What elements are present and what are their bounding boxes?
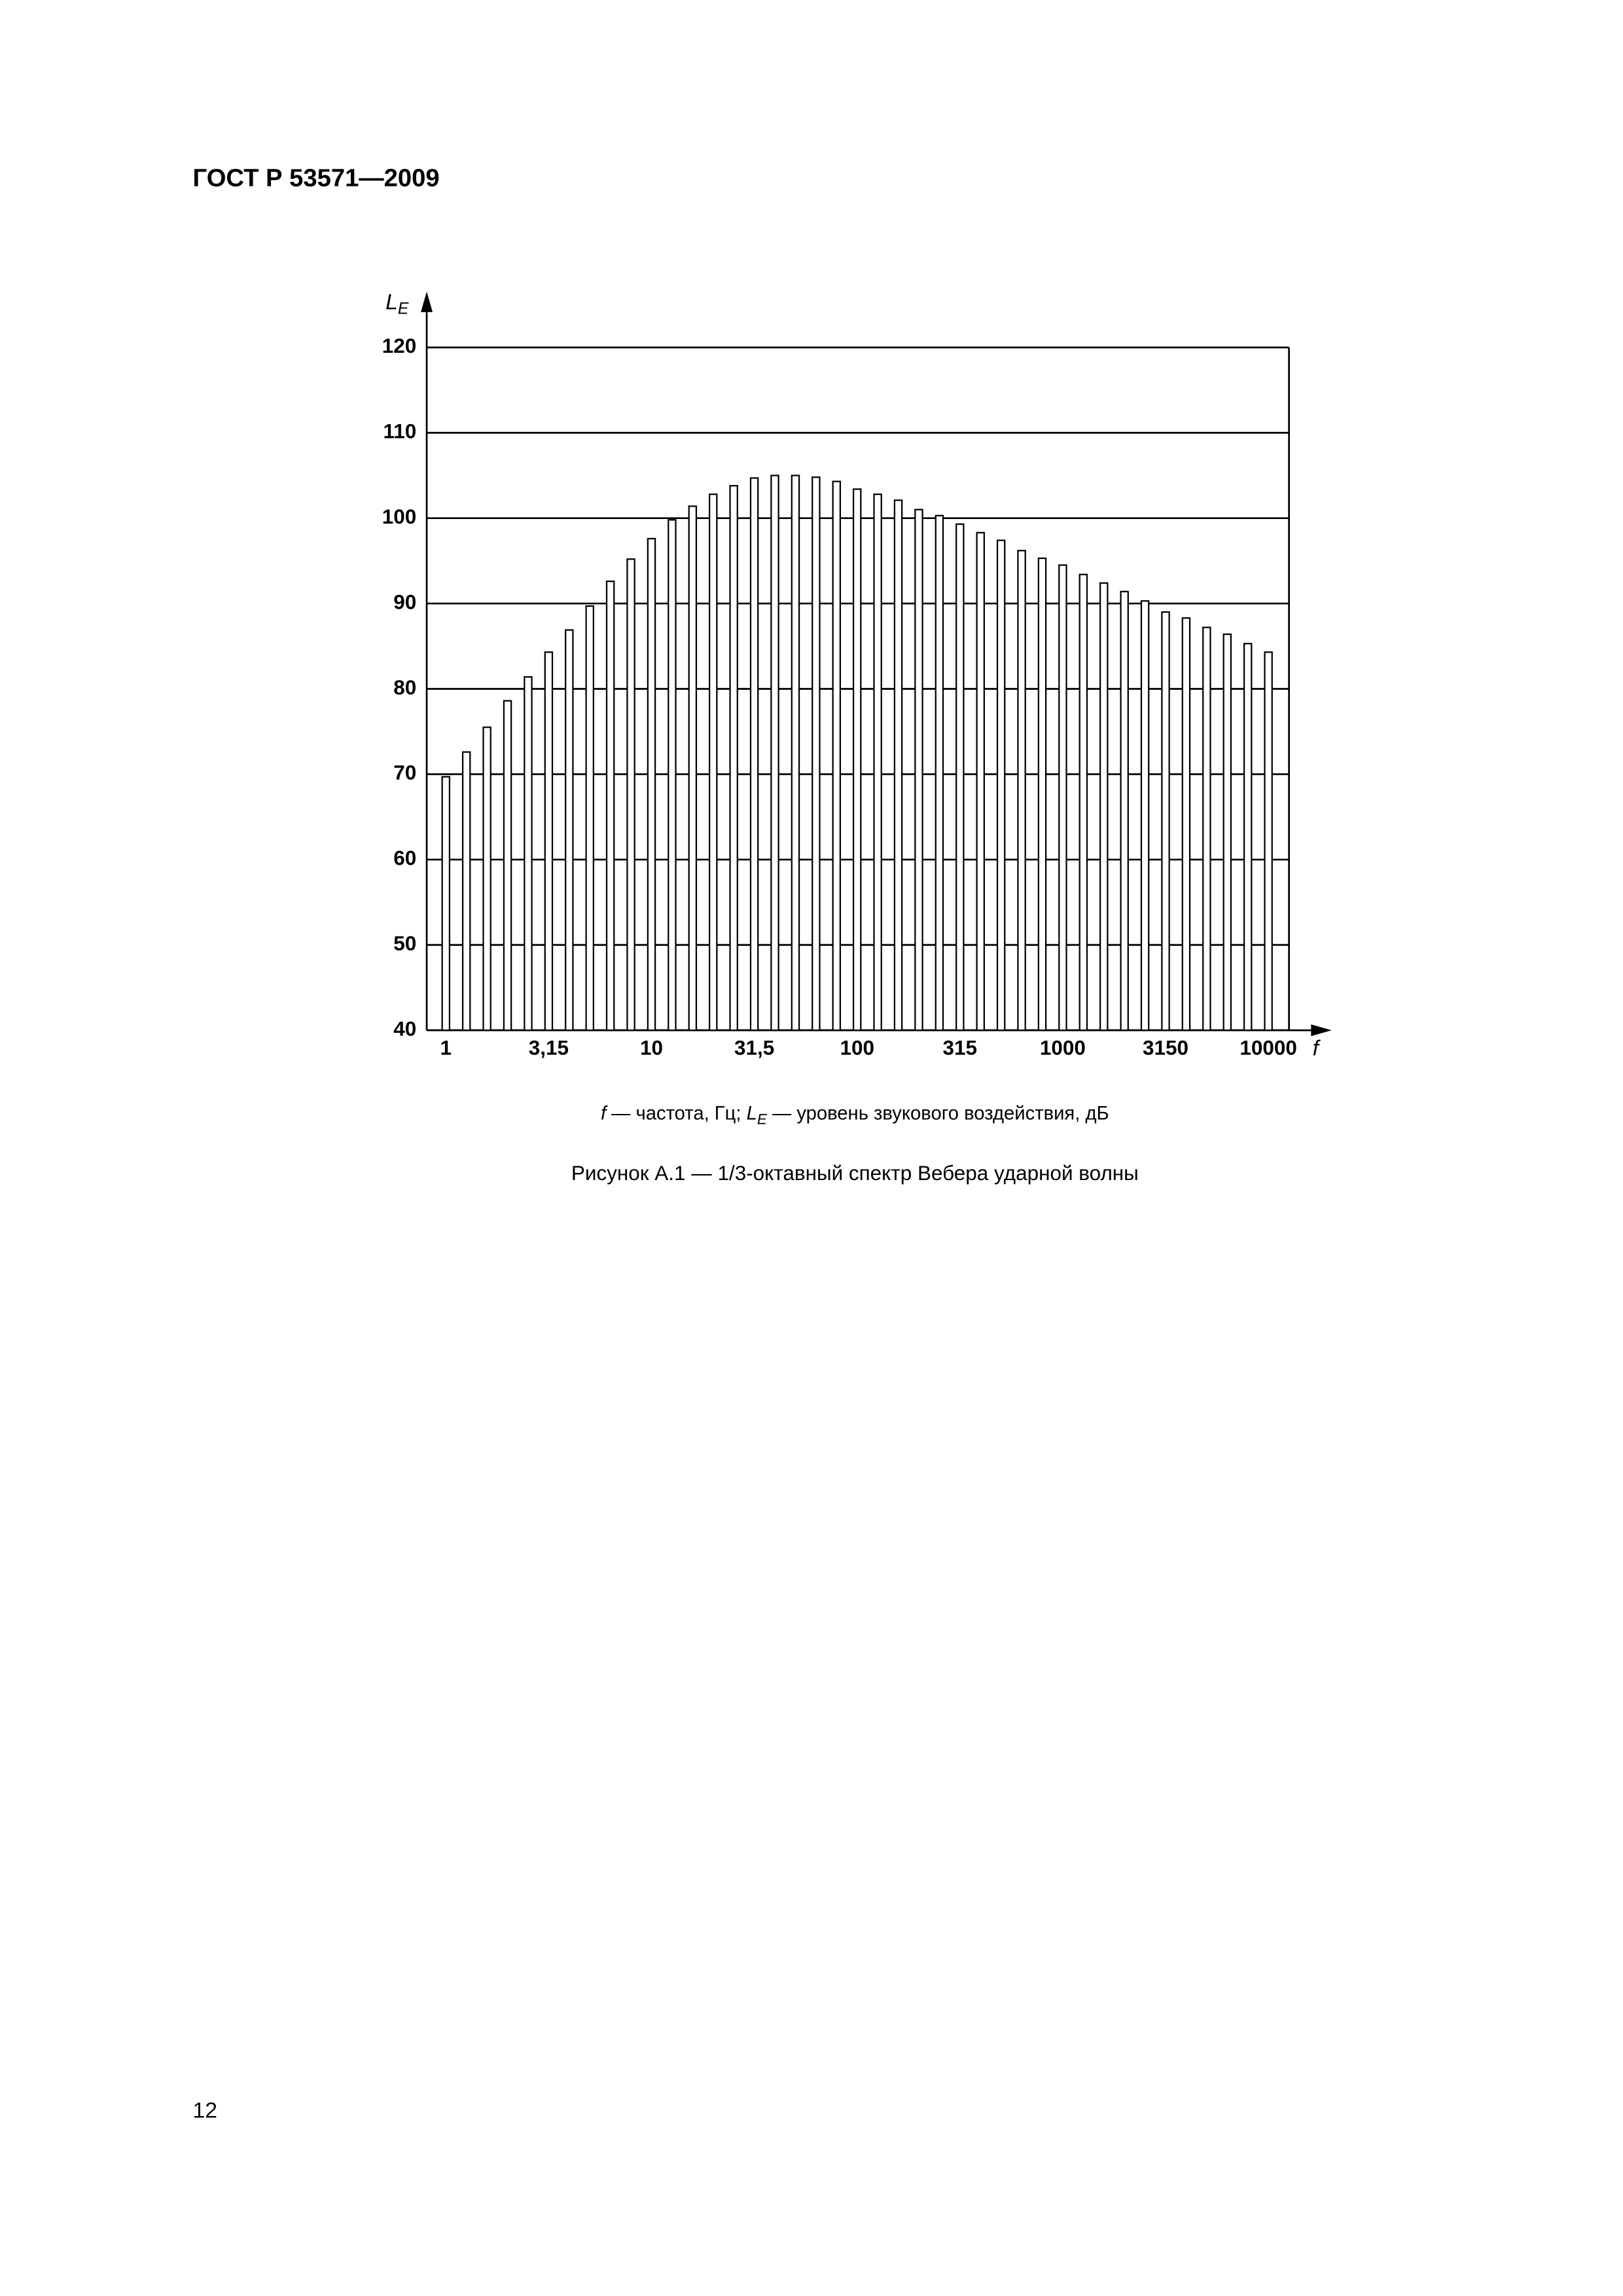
y-tick-label: 80: [393, 676, 416, 699]
bar: [565, 629, 574, 1031]
bar: [914, 509, 923, 1031]
header: ГОСТ Р 53571—2009: [193, 164, 440, 192]
y-tick-label: 60: [393, 847, 416, 870]
bar: [1099, 582, 1109, 1031]
bar: [1161, 611, 1170, 1031]
bar: [955, 523, 965, 1031]
note-sub: E: [757, 1111, 768, 1127]
bar: [1058, 564, 1067, 1031]
bar: [1243, 643, 1253, 1031]
bar: [647, 537, 656, 1031]
bar: [791, 475, 800, 1031]
x-axis-label: f: [1313, 1035, 1321, 1060]
y-tick-label: 120: [382, 334, 417, 357]
x-tick-label: 3150: [1143, 1037, 1188, 1060]
bar: [996, 539, 1006, 1031]
bar: [976, 531, 985, 1031]
note-f: f: [601, 1103, 608, 1124]
bar: [709, 493, 718, 1031]
x-tick-label: 100: [840, 1037, 874, 1060]
bar: [770, 475, 779, 1031]
bar: [1017, 550, 1026, 1031]
note-text: — частота, Гц;: [606, 1103, 747, 1124]
bar: [1264, 651, 1273, 1031]
x-tick-label: 10: [640, 1037, 663, 1060]
page-number: 12: [193, 2098, 218, 2123]
bar: [1079, 573, 1088, 1031]
bar: [1222, 633, 1232, 1031]
bar: [873, 493, 882, 1031]
x-arrow: [1311, 1024, 1332, 1037]
note-l: L: [747, 1103, 757, 1124]
bar: [832, 480, 842, 1031]
note: f — частота, Гц; LE — уровень звукового …: [601, 1103, 1109, 1127]
bar: [585, 605, 594, 1031]
y-label-subscript: E: [398, 300, 409, 317]
y-tick-label: 50: [393, 932, 416, 955]
bar: [482, 726, 491, 1031]
bar: [893, 499, 903, 1031]
x-tick-label: 31,5: [734, 1037, 774, 1060]
bar: [668, 519, 677, 1031]
bar: [935, 514, 944, 1031]
bar: [441, 776, 451, 1031]
bar: [605, 581, 615, 1031]
x-tick-label: 315: [943, 1037, 978, 1060]
bar: [1037, 557, 1047, 1031]
bar: [812, 476, 821, 1031]
bar: [729, 484, 738, 1031]
bar: [688, 505, 698, 1031]
y-axis-label: LE: [385, 289, 409, 317]
y-tick-label: 70: [393, 761, 416, 784]
x-tick-label: 10000: [1240, 1037, 1297, 1060]
x-tick-label: 1000: [1040, 1037, 1086, 1060]
y-tick-label: 110: [383, 420, 417, 443]
y-arrow: [421, 291, 433, 312]
y-tick-label: 90: [393, 590, 416, 613]
bar: [524, 676, 533, 1031]
bar: [852, 488, 862, 1031]
bar: [461, 751, 471, 1031]
bar: [544, 651, 554, 1031]
y-tick-label: 40: [393, 1017, 416, 1040]
x-tick-label: 3,15: [529, 1037, 569, 1060]
bar: [626, 558, 635, 1031]
y-tick-label: 100: [382, 505, 417, 528]
bar: [1120, 590, 1129, 1031]
y-label-symbol: L: [385, 289, 398, 314]
caption: Рисунок А.1 — 1/3-октавный спектр Вебера…: [571, 1162, 1139, 1185]
bar: [1181, 617, 1191, 1031]
bar: [1140, 600, 1150, 1031]
bar: [749, 477, 759, 1031]
x-tick-label: 1: [440, 1037, 452, 1060]
bar: [503, 700, 512, 1031]
note-text: — уровень звукового воздействия, дБ: [767, 1103, 1109, 1124]
bar: [1202, 626, 1211, 1031]
